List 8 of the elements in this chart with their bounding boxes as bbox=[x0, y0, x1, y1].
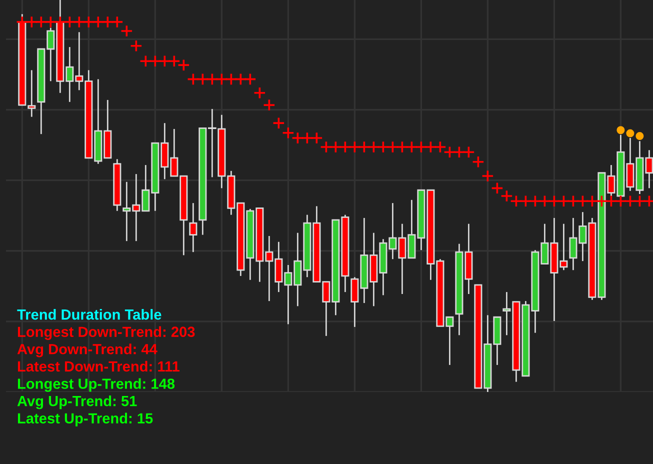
annotation: Longest Down-Trend: 203 bbox=[18, 326, 195, 340]
text: Latest Up-Trend: 15 bbox=[18, 412, 153, 426]
annotation: Latest Down-Trend: 111 bbox=[18, 360, 180, 372]
text: Trend Duration Table bbox=[17, 309, 162, 320]
text: Avg Up-Trend: 51 bbox=[17, 396, 137, 410]
candlestick bbox=[189, 202, 198, 253]
annotation: Avg Down-Trend: 44 bbox=[17, 344, 158, 358]
annotation: Longest Up-Trend: 148 bbox=[18, 378, 175, 392]
